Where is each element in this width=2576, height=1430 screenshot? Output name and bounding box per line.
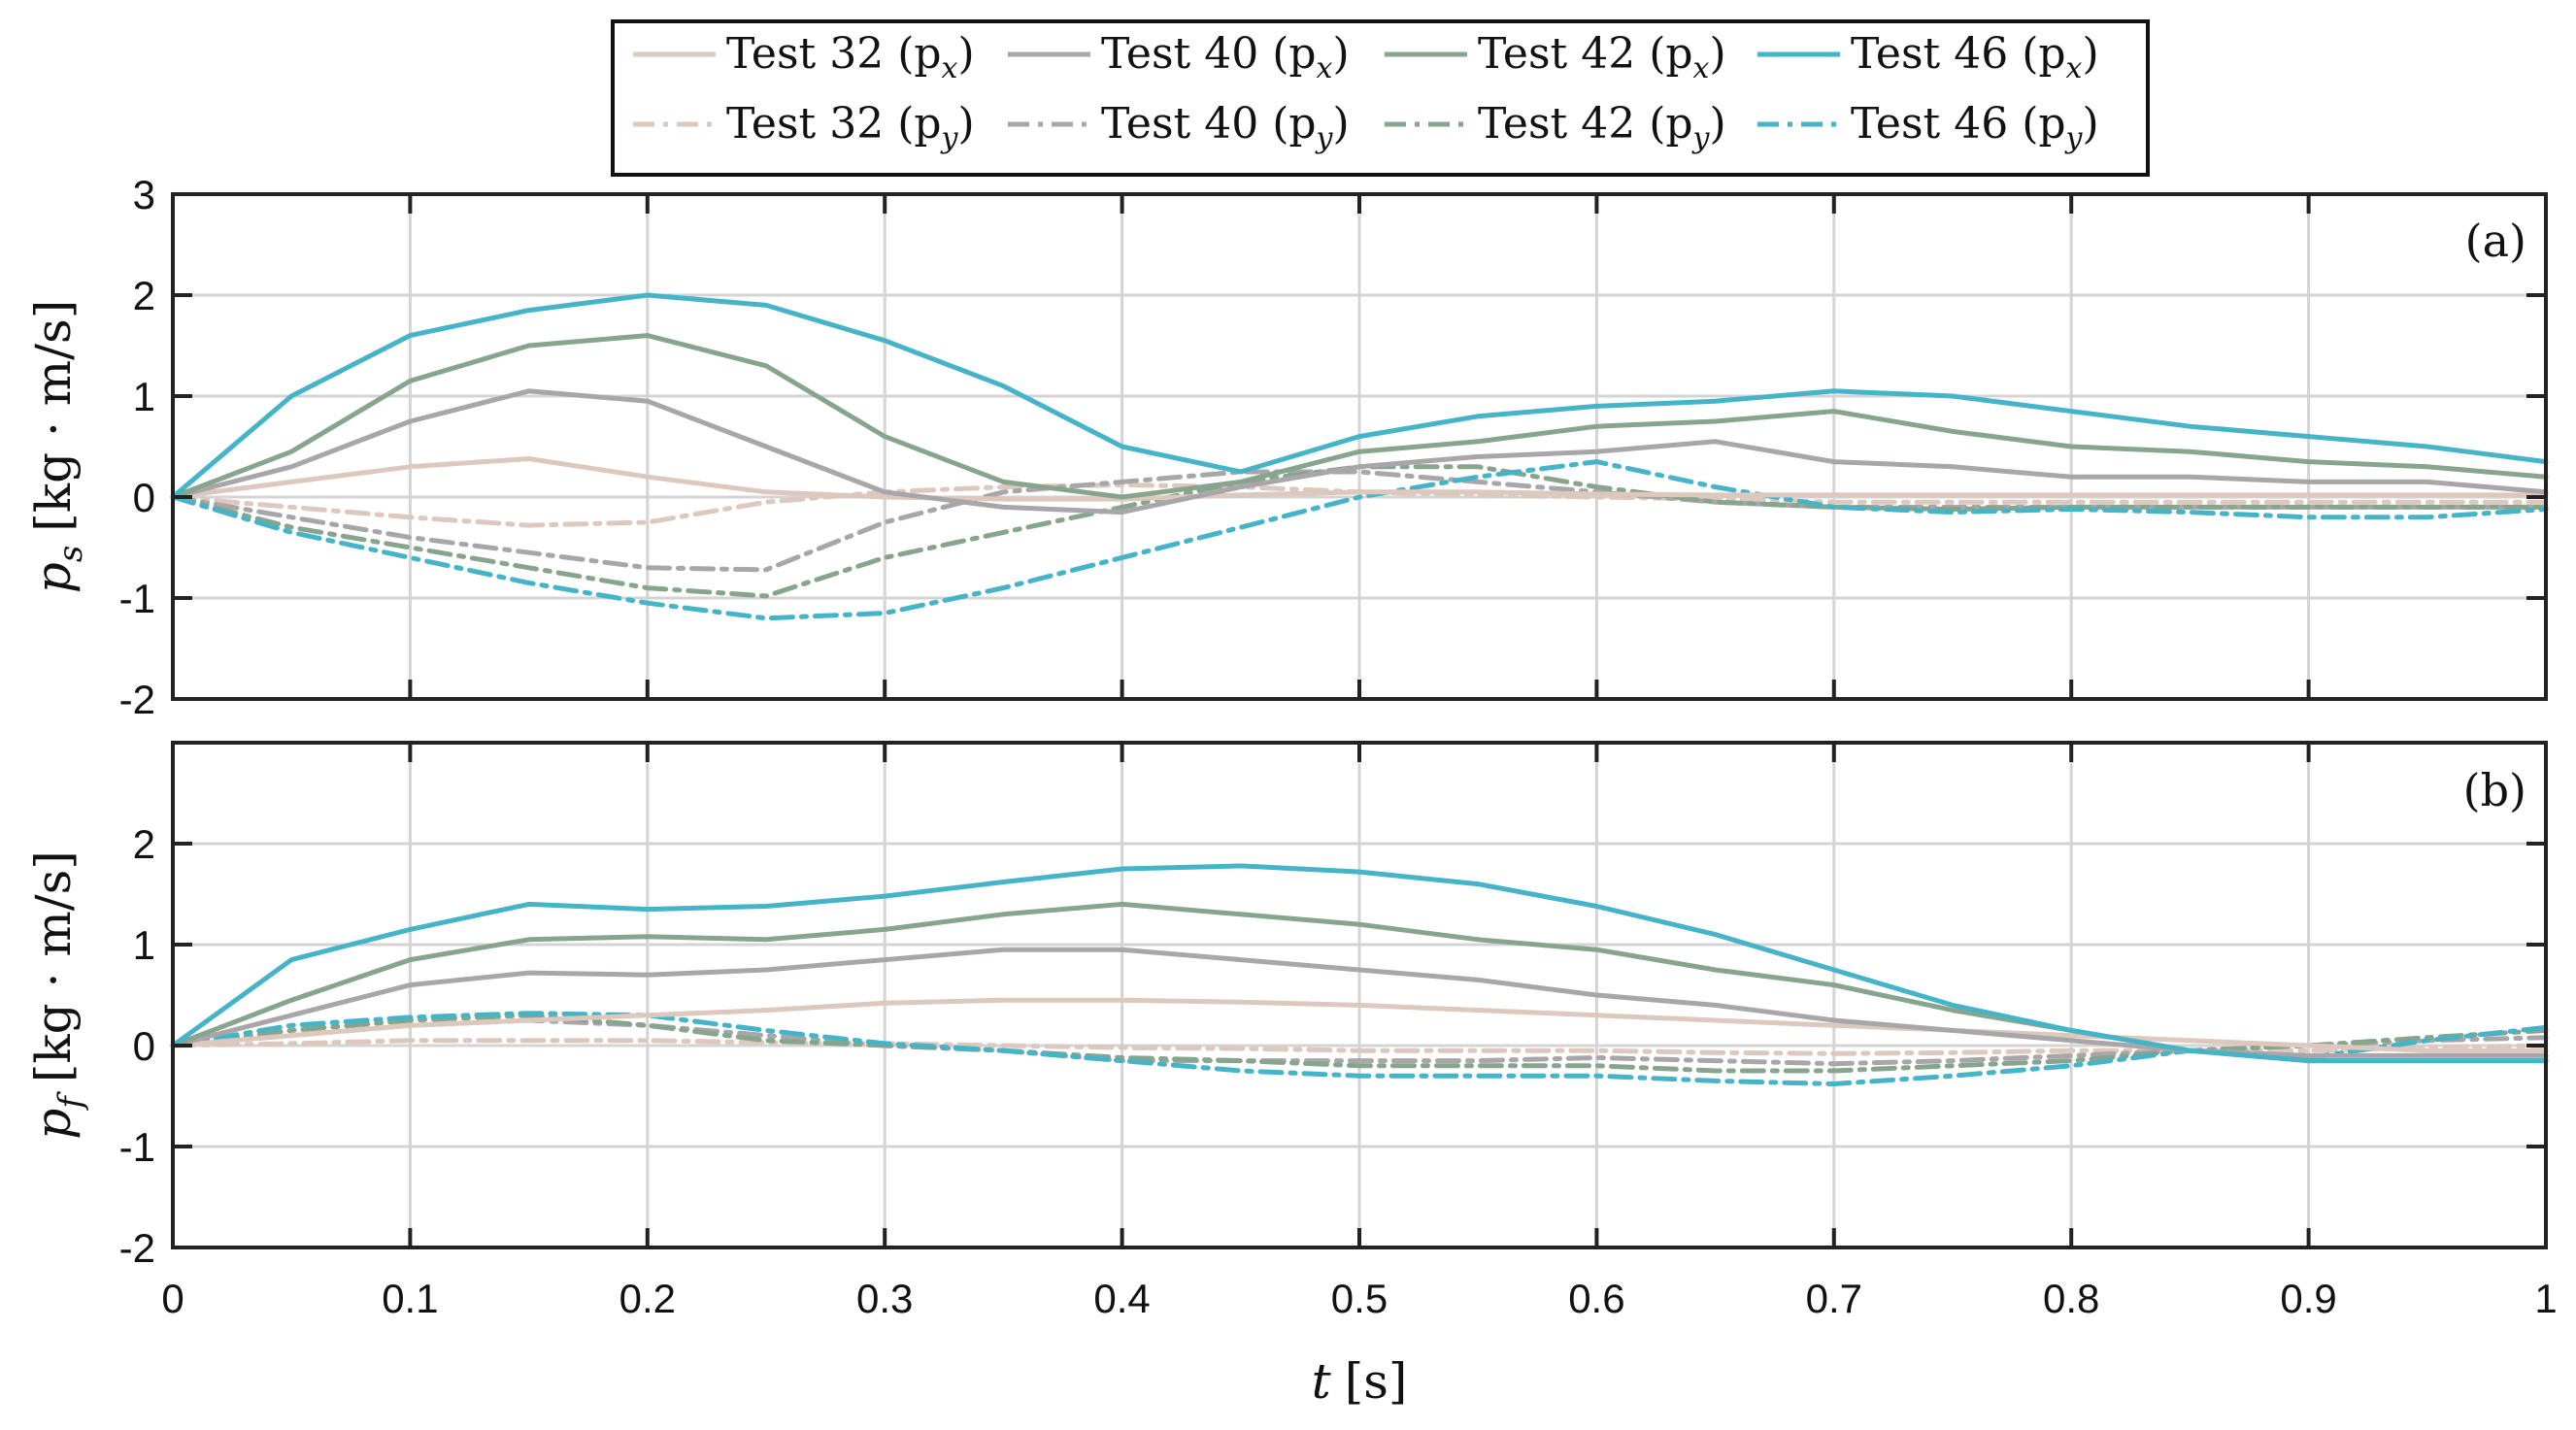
panel-b-label: (b) (2463, 764, 2526, 816)
legend-label-main: Test 40 (p (1101, 99, 1317, 149)
panel-a-ylabel-sub: s (51, 546, 90, 562)
legend-label-sub: x (1693, 51, 1710, 85)
panel-a-ylabel: ps [kg · m/s] (25, 300, 90, 593)
legend-label-close: ) (2082, 29, 2098, 79)
legend-label-main: Test 32 (p (726, 29, 942, 79)
panel-b-series-t46-py (170, 1011, 2549, 1086)
panel-b-ytick-label: 2 (133, 821, 155, 867)
xtick-label: 0.9 (2280, 1276, 2336, 1321)
panel-a-ylabel-unit: [kg · m/s] (25, 300, 82, 532)
panel-b-ytick-label: 1 (133, 922, 155, 968)
panel-a: 3 2 1 0 -1 -2 (a) ps [kg · m/s] (25, 172, 2549, 722)
legend-label-close: ) (2082, 99, 2098, 149)
legend-label-t40-px: Test 40 (px) (1101, 29, 1350, 85)
x-axis-label-unit: [s] (1345, 1353, 1408, 1410)
panel-a-ytick-label: 2 (133, 273, 155, 318)
panel-a-ytick-label: 1 (133, 374, 155, 419)
xtick-label: 0 (161, 1276, 184, 1321)
legend-label-close: ) (1709, 99, 1725, 149)
legend-label-t46-py: Test 46 (py) (1851, 99, 2099, 155)
panel-b-ylabel-unit: [kg · m/s] (25, 850, 82, 1082)
legend-label-t32-py: Test 32 (py) (726, 99, 975, 155)
legend-label-t42-py: Test 42 (py) (1478, 99, 1726, 155)
legend-label-main: Test 42 (p (1478, 99, 1693, 149)
legend-label-sub: y (1691, 121, 1711, 155)
legend-label-sub: x (942, 51, 958, 85)
legend: Test 32 (px) Test 40 (px) Test 42 (px) Test… (611, 19, 2150, 177)
legend-label-sub: y (940, 121, 959, 155)
legend-label-sub: x (1317, 51, 1333, 85)
panel-a-ytick-label: 0 (133, 475, 155, 520)
legend-label-t40-py: Test 40 (py) (1101, 99, 1350, 155)
x-axis-label-var: t (1312, 1353, 1332, 1410)
xtick-label: 0.4 (1093, 1276, 1150, 1321)
xtick-label: 0.1 (382, 1276, 438, 1321)
xtick-label: 0.6 (1568, 1276, 1624, 1321)
legend-label-t46-px: Test 46 (px) (1851, 29, 2099, 85)
panel-b: 2 1 0 -1 -2 (b) pf [kg · m/s] (25, 741, 2549, 1271)
panel-a-series-t46-py (170, 459, 2549, 621)
legend-label-main: Test 32 (p (726, 99, 942, 149)
panel-b-ytick-label: 0 (133, 1023, 155, 1069)
panel-b-series-t46-px (170, 863, 2549, 1064)
panel-a-label: (a) (2465, 215, 2526, 267)
panel-a-series-t42-px (170, 333, 2549, 500)
legend-label-sub: y (2064, 121, 2084, 155)
legend-label-main: Test 46 (p (1851, 29, 2066, 79)
xtick-label: 0.5 (1331, 1276, 1388, 1321)
panel-a-series-t46-px (170, 292, 2549, 500)
legend-label-close: ) (957, 99, 974, 149)
legend-label-close: ) (1332, 29, 1349, 79)
panel-a-ylabel-text: ps [kg · m/s] (25, 300, 90, 593)
panel-a-series-t40-px (170, 388, 2549, 515)
panel-b-ylabel-sub: f (51, 1091, 90, 1112)
panel-b-series-t32-px (170, 997, 2549, 1053)
panel-a-ytick-label: -2 (119, 677, 155, 722)
panel-a-series-t40-py (170, 469, 2549, 573)
panel-b-series-t40-px (170, 947, 2549, 1058)
legend-label-close: ) (1332, 99, 1349, 149)
xtick-label: 1 (2534, 1276, 2557, 1321)
xtick-label: 0.3 (856, 1276, 913, 1321)
legend-label-main: Test 42 (p (1478, 29, 1693, 79)
legend-label-t32-px: Test 32 (px) (726, 29, 975, 85)
panel-a-series-t32-px (170, 456, 2549, 502)
x-axis-label: t [s] (1312, 1353, 1408, 1410)
panel-b-ylabel: pf [kg · m/s] (25, 850, 90, 1140)
panel-b-ylabel-var: p (25, 1109, 82, 1140)
panel-a-ylabel-var: p (25, 562, 82, 593)
legend-label-main: Test 46 (p (1851, 99, 2066, 149)
xtick-label: 0.8 (2043, 1276, 2099, 1321)
legend-label-close: ) (957, 29, 974, 79)
panel-b-ylabel-text: pf [kg · m/s] (25, 850, 90, 1140)
legend-label-t42-px: Test 42 (px) (1478, 29, 1726, 85)
xtick-label: 0.7 (1806, 1276, 1862, 1321)
xtick-label: 0.2 (619, 1276, 676, 1321)
legend-box (611, 19, 2150, 177)
panel-b-ytick-label: -2 (119, 1225, 155, 1271)
panel-a-ytick-label: 3 (133, 172, 155, 217)
legend-label-main: Test 40 (p (1101, 29, 1317, 79)
panel-a-ytick-label: -1 (119, 576, 155, 621)
panel-b-ytick-label: -1 (119, 1124, 155, 1170)
legend-label-sub: x (2066, 51, 2083, 85)
legend-label-sub: y (1315, 121, 1334, 155)
legend-label-close: ) (1709, 29, 1725, 79)
